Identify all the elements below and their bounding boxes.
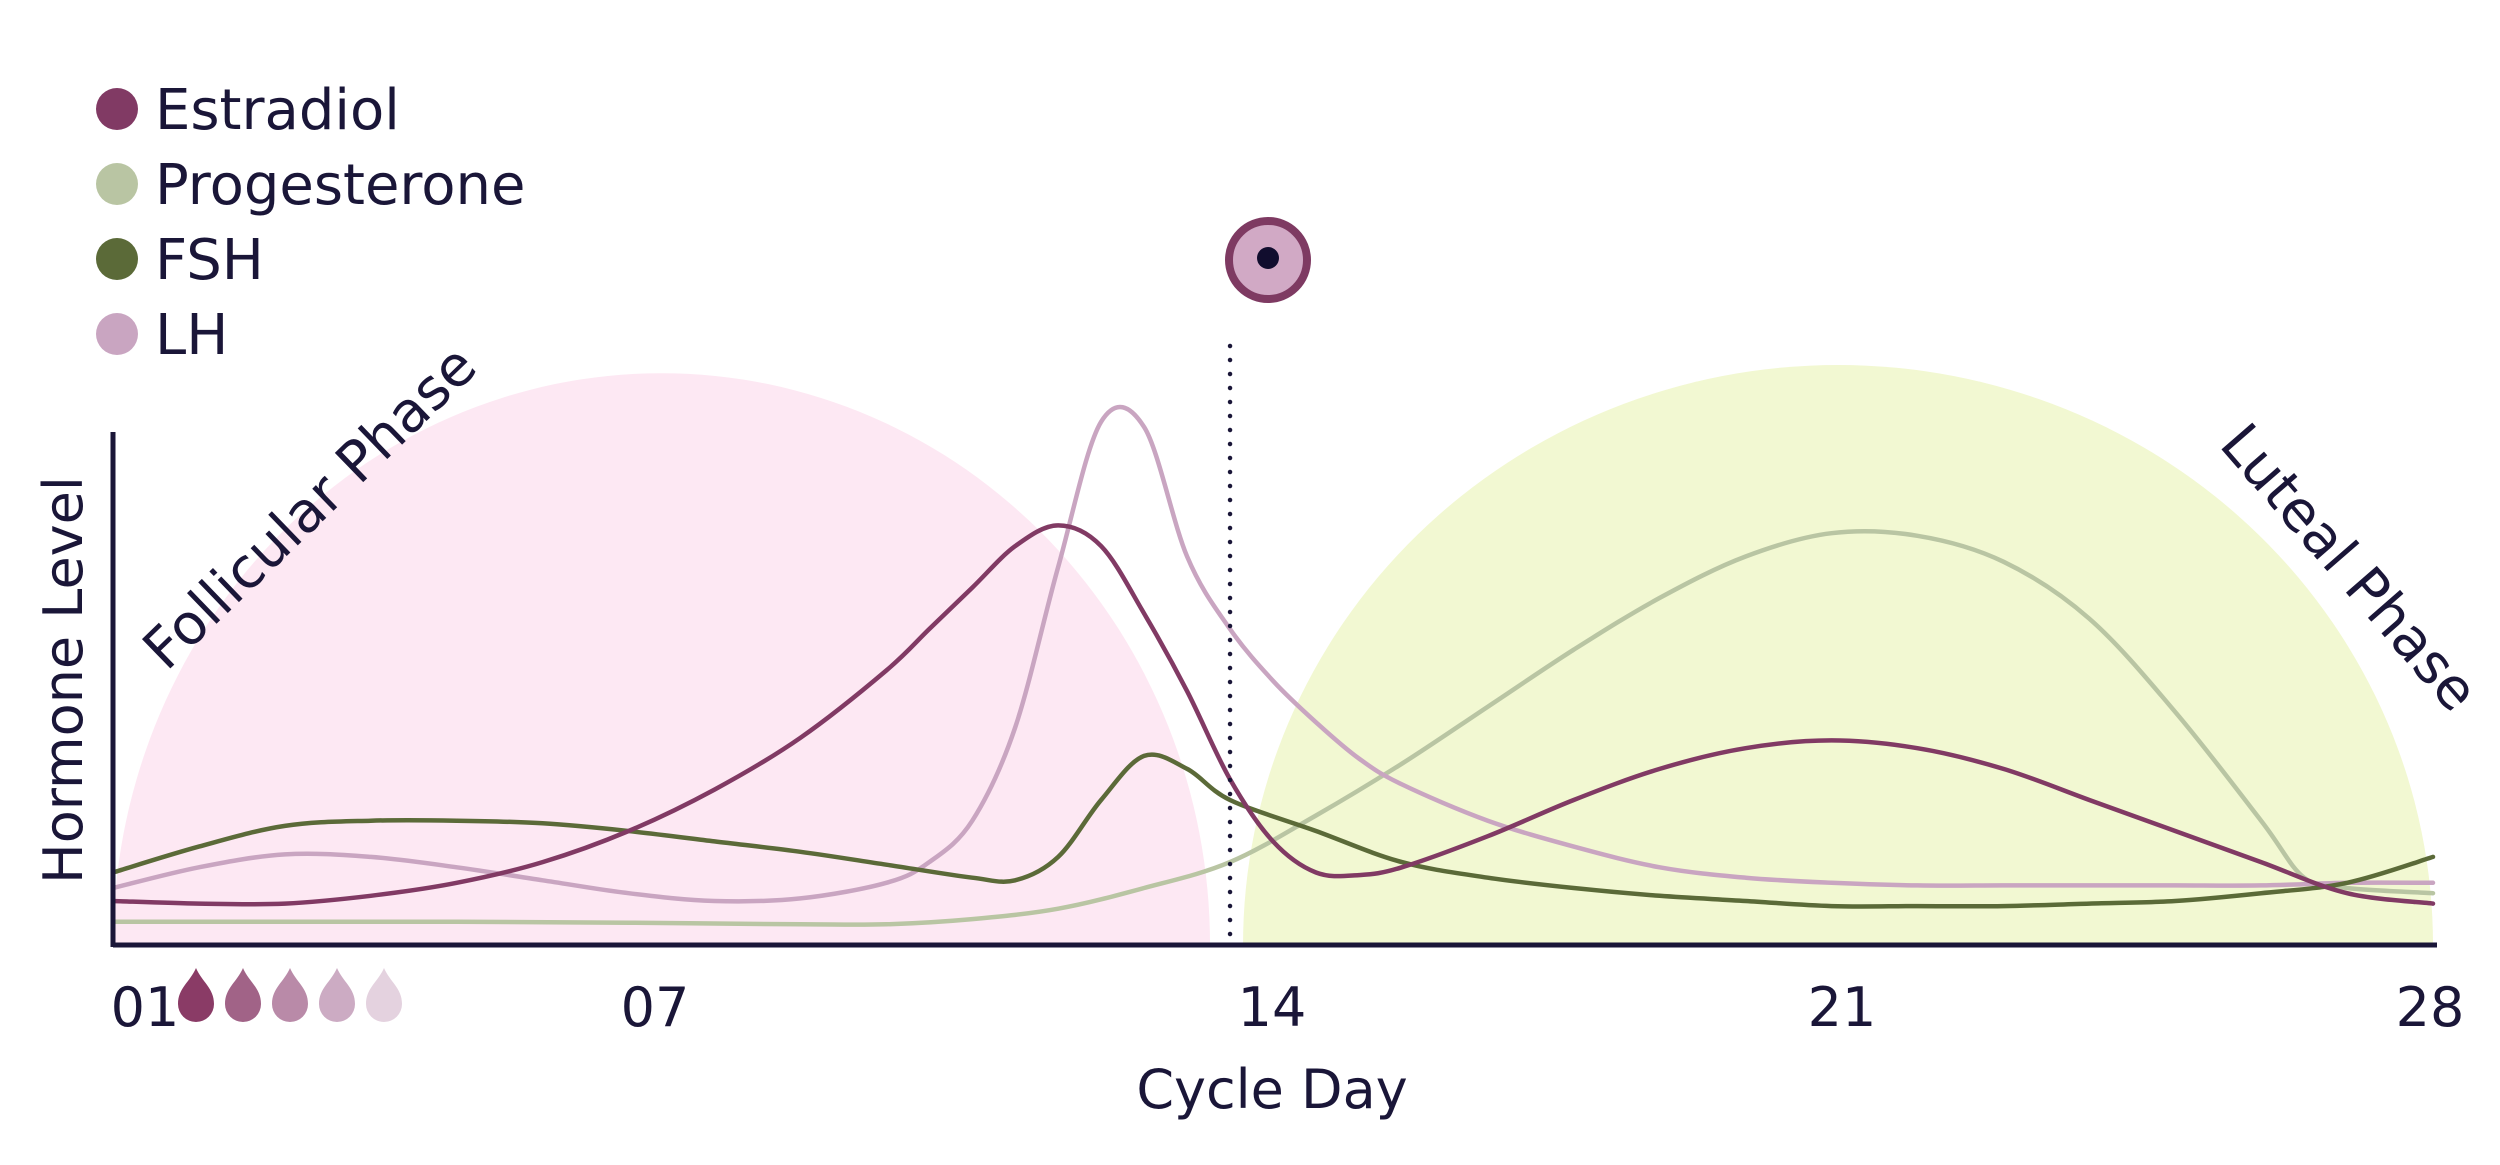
- egg-cell-nucleus: [1257, 247, 1279, 269]
- phase-area-luteal-phase: [1243, 365, 2433, 945]
- x-tick-label-14: 14: [1238, 976, 1307, 1039]
- x-tick-label-07: 07: [621, 976, 690, 1039]
- phase-backgrounds: [113, 365, 2433, 945]
- legend-label-fsh: FSH: [155, 228, 264, 293]
- series-line-fsh: [110, 752, 2436, 909]
- markers: [178, 217, 1311, 1023]
- phase-area-follicular-phase: [113, 373, 1211, 945]
- axes: 01 07 14 21 28: [110, 432, 2465, 1039]
- x-axis-title: Cycle Day: [1136, 1058, 1407, 1121]
- y-axis-title: Hormone Level: [32, 476, 95, 884]
- egg-cell-icon: [1225, 217, 1311, 303]
- blood-drop-icon: [178, 968, 214, 1022]
- blood-drop-icon: [272, 968, 308, 1023]
- legend-swatch-estradiol: [96, 88, 138, 130]
- series-line-progesterone: [110, 528, 2436, 927]
- blood-drop-icon: [225, 968, 261, 1022]
- legend-swatch-lh: [96, 313, 138, 355]
- series-line-estradiol: [110, 523, 2436, 907]
- series-line-lh: [110, 404, 2436, 904]
- blood-drop-icon: [366, 968, 402, 1022]
- x-tick-label-21: 21: [1808, 976, 1877, 1039]
- x-tick-label-01: 01: [111, 976, 180, 1039]
- legend-label-lh: LH: [155, 303, 228, 368]
- legend-label-progesterone: Progesterone: [155, 153, 525, 218]
- legend-swatch-fsh: [96, 238, 138, 280]
- legend-swatch-progesterone: [96, 163, 138, 205]
- x-tick-label-28: 28: [2396, 976, 2465, 1039]
- legend: Estradiol Progesterone FSH LH: [96, 78, 525, 368]
- blood-drop-icon: [319, 968, 355, 1022]
- legend-label-estradiol: Estradiol: [155, 78, 400, 143]
- series-lines: [110, 404, 2436, 927]
